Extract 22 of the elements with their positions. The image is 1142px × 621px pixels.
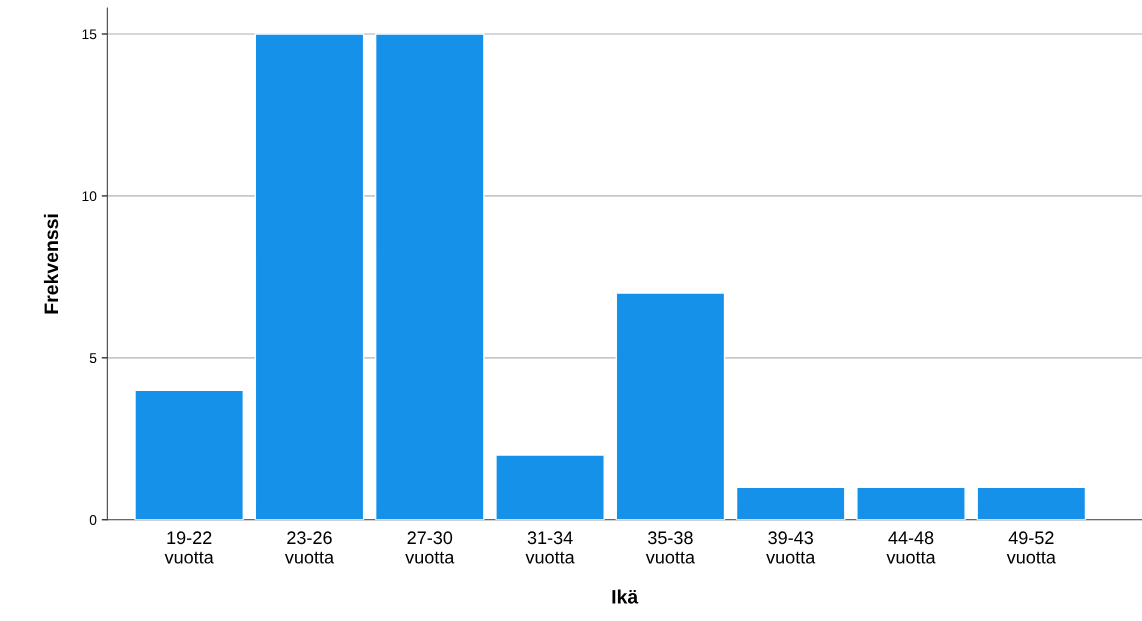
x-tick-label: 49-52 vuotta [1006,531,1056,564]
y-tick-label: 10 [82,191,97,202]
y-tick-label: 0 [89,515,97,525]
x-tick-label: 27-30 vuotta [405,531,455,564]
y-tick-label: 5 [89,353,97,364]
x-tick-label: 44-48 vuotta [886,531,936,564]
bar [615,292,726,520]
bar [134,389,244,520]
y-axis-title: Frekvenssi [43,214,59,314]
bar [856,486,966,520]
x-tick-label: 19-22 vuotta [164,531,214,564]
x-axis-title: Ikä [612,589,639,604]
bar [735,486,846,520]
bar [254,33,365,520]
y-tick-label: 15 [82,29,97,40]
x-tick-label: 35-38 vuotta [645,531,695,564]
x-tick-label: 39-43 vuotta [766,531,816,564]
bar [495,454,605,520]
bar [374,33,485,520]
bar [976,486,1087,520]
x-tick-label: 23-26 vuotta [284,531,335,564]
x-tick-label: 31-34 vuotta [525,531,575,564]
